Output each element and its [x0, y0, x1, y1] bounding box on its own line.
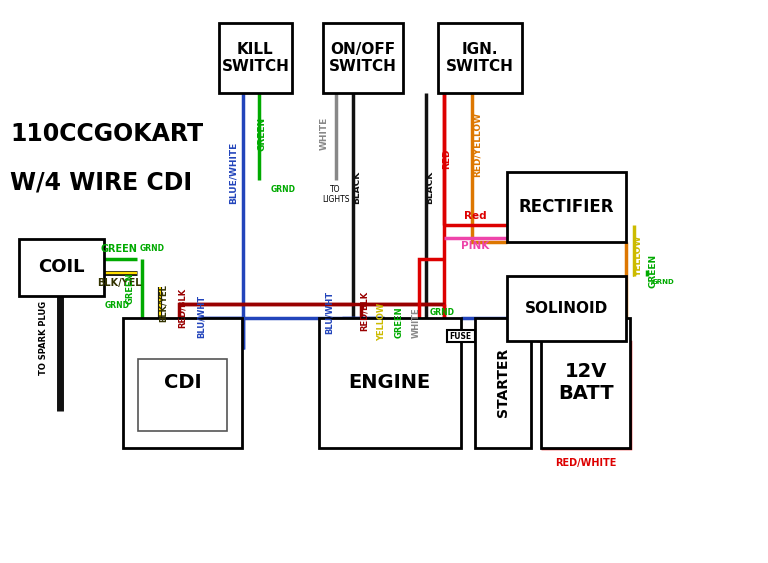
Text: RED/WHITE: RED/WHITE: [555, 458, 616, 468]
Text: GREEN: GREEN: [101, 244, 137, 254]
Text: PINK: PINK: [462, 241, 489, 251]
Text: BLUE/WHITE: BLUE/WHITE: [228, 142, 237, 204]
Text: RED/BLK: RED/BLK: [359, 291, 369, 331]
Text: BLU/WHT: BLU/WHT: [325, 291, 334, 334]
Bar: [507, 172, 626, 242]
Text: 12V
BATT: 12V BATT: [558, 363, 614, 403]
Text: KILL
SWITCH: KILL SWITCH: [221, 42, 290, 74]
Bar: [475, 318, 531, 448]
Text: SOLINOID: SOLINOID: [525, 301, 608, 316]
Bar: [138, 359, 227, 431]
Text: ENGINE: ENGINE: [349, 373, 431, 392]
Bar: [219, 23, 292, 93]
Text: GRND: GRND: [430, 308, 455, 317]
Text: FUSE: FUSE: [450, 332, 472, 341]
Text: ON/OFF
SWITCH: ON/OFF SWITCH: [329, 42, 397, 74]
Text: WHITE: WHITE: [412, 307, 421, 338]
Bar: [507, 276, 626, 341]
Text: GREEN: GREEN: [648, 254, 657, 288]
Text: GRND: GRND: [651, 279, 674, 285]
Text: BLK/YEL: BLK/YEL: [158, 284, 167, 321]
Text: COIL: COIL: [38, 258, 84, 276]
Text: GRND: GRND: [270, 185, 296, 194]
Text: RED/BLK: RED/BLK: [177, 288, 187, 328]
Text: GREEN: GREEN: [394, 306, 403, 338]
Bar: [438, 23, 522, 93]
Text: BLACK: BLACK: [425, 171, 434, 204]
Text: YELLOW: YELLOW: [377, 303, 386, 341]
Text: YELLOW: YELLOW: [634, 235, 644, 277]
Text: GREEN: GREEN: [125, 272, 134, 305]
Text: GRND: GRND: [104, 301, 130, 310]
Text: GRND: GRND: [140, 244, 165, 253]
Bar: [19, 239, 104, 296]
Text: WHITE: WHITE: [319, 117, 329, 150]
Text: TO
LIGHTS: TO LIGHTS: [322, 185, 349, 204]
Text: RECTIFIER: RECTIFIER: [518, 198, 614, 216]
Bar: [447, 330, 475, 342]
Text: TO SPARK PLUG: TO SPARK PLUG: [39, 301, 48, 375]
Text: CDI: CDI: [164, 373, 201, 392]
Text: RED: RED: [442, 149, 452, 169]
Text: 110CCGOKART: 110CCGOKART: [10, 122, 203, 146]
Text: W/4 WIRE CDI: W/4 WIRE CDI: [10, 170, 192, 194]
Text: STARTER: STARTER: [495, 348, 510, 418]
Text: RED/YELLOW: RED/YELLOW: [472, 113, 482, 177]
Bar: [319, 318, 461, 448]
Text: BLACK: BLACK: [352, 171, 361, 204]
Text: BLK/YEL: BLK/YEL: [97, 278, 141, 288]
Text: Red: Red: [464, 211, 487, 221]
Text: GREEN: GREEN: [257, 117, 266, 151]
Bar: [541, 318, 630, 448]
Text: IGN.
SWITCH: IGN. SWITCH: [446, 42, 514, 74]
Bar: [123, 318, 242, 448]
Text: BLU/WHT: BLU/WHT: [197, 295, 206, 338]
Bar: [323, 23, 403, 93]
